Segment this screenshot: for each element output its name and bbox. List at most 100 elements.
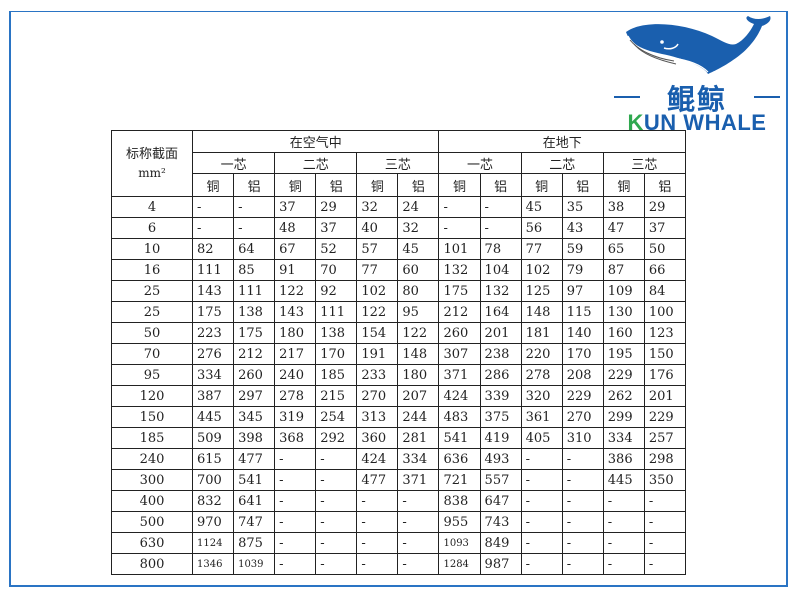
ampacity-cell: - <box>561 448 604 470</box>
ampacity-cell: - <box>561 511 604 533</box>
metal-header: 铝 <box>643 173 687 197</box>
cross-section-cell: 300 <box>111 469 193 491</box>
ampacity-cell: 37 <box>643 217 687 239</box>
ampacity-cell: 150 <box>643 343 687 365</box>
ampacity-cell: 641 <box>233 490 276 512</box>
ampacity-cell: 59 <box>561 238 604 260</box>
ampacity-cell: 419 <box>479 427 522 449</box>
ampacity-cell: 849 <box>479 532 522 554</box>
ampacity-cell: 100 <box>643 301 687 323</box>
ampacity-cell: 493 <box>479 448 522 470</box>
ampacity-cell: 122 <box>356 301 399 323</box>
ampacity-cell: - <box>397 553 440 575</box>
cross-section-cell: 95 <box>111 364 193 386</box>
ampacity-cell: 310 <box>561 427 604 449</box>
ampacity-cell: 334 <box>602 427 645 449</box>
ampacity-cell: - <box>643 490 687 512</box>
ampacity-cell: 334 <box>191 364 235 386</box>
ampacity-cell: - <box>397 532 440 554</box>
ampacity-cell: 700 <box>191 469 235 491</box>
ampacity-cell: 170 <box>561 343 604 365</box>
ampacity-cell: - <box>274 511 317 533</box>
logo-chinese-text: 鲲鲸 <box>666 83 727 116</box>
ampacity-cell: - <box>315 448 358 470</box>
ampacity-cell: 97 <box>561 280 604 302</box>
ampacity-cell: 45 <box>397 238 440 260</box>
ampacity-cell: 339 <box>479 385 522 407</box>
ampacity-cell: 191 <box>356 343 399 365</box>
ampacity-cell: 104 <box>479 259 522 281</box>
ampacity-cell: 424 <box>438 385 481 407</box>
metal-header: 铜 <box>438 173 481 197</box>
ampacity-cell: 297 <box>233 385 276 407</box>
ampacity-cell: 56 <box>520 217 563 239</box>
ampacity-cell: - <box>274 553 317 575</box>
logo-k: K <box>627 110 644 135</box>
ampacity-cell: 87 <box>602 259 645 281</box>
ampacity-cell: - <box>479 196 522 218</box>
kun-whale-logo: 鲲鲸 KUN WHALE <box>612 14 782 135</box>
ampacity-cell: - <box>479 217 522 239</box>
ampacity-cell: 270 <box>561 406 604 428</box>
ampacity-cell: 122 <box>274 280 317 302</box>
ampacity-cell: 91 <box>274 259 317 281</box>
ampacity-cell: 143 <box>191 280 235 302</box>
cross-section-cell: 4 <box>111 196 193 218</box>
cross-section-cell: 10 <box>111 238 193 260</box>
table-row: 630 1124 875- - - -1093 849- - - - <box>111 532 687 554</box>
ampacity-cell: 368 <box>274 427 317 449</box>
ampacity-cell: 195 <box>602 343 645 365</box>
ampacity-cell: - <box>561 553 604 575</box>
ampacity-cell: 79 <box>561 259 604 281</box>
ampacity-cell: 215 <box>315 385 358 407</box>
ampacity-cell: 175 <box>191 301 235 323</box>
ampacity-cell: 180 <box>274 322 317 344</box>
core-header: 一芯 <box>438 152 522 174</box>
cross-section-cell: 185 <box>111 427 193 449</box>
ampacity-cell: - <box>356 511 399 533</box>
ampacity-cell: 148 <box>520 301 563 323</box>
ampacity-cell: 217 <box>274 343 317 365</box>
ampacity-cell: 170 <box>315 343 358 365</box>
ampacity-cell: 220 <box>520 343 563 365</box>
ampacity-cell: 361 <box>520 406 563 428</box>
logo-line-right <box>754 96 780 98</box>
logo-english-text: KUN WHALE <box>612 110 782 136</box>
cross-section-cell: 25 <box>111 301 193 323</box>
ampacity-cell: - <box>561 532 604 554</box>
ampacity-cell: 130 <box>602 301 645 323</box>
ampacity-cell: 270 <box>356 385 399 407</box>
ampacity-cell: 47 <box>602 217 645 239</box>
ampacity-cell: 229 <box>643 406 687 428</box>
ampacity-cell: 80 <box>397 280 440 302</box>
ampacity-cell: 181 <box>520 322 563 344</box>
table-row: 6- -48 37 40 32- -56 43 47 37 <box>111 217 687 239</box>
ampacity-cell: 254 <box>315 406 358 428</box>
core-header: 三芯 <box>356 152 440 174</box>
table-row: 25 175 138 143 111 122 95 212 164 148 115 130 100 <box>111 301 687 323</box>
ampacity-cell: 123 <box>643 322 687 344</box>
ampacity-cell: 154 <box>356 322 399 344</box>
ampacity-cell: 102 <box>520 259 563 281</box>
table-row: 185 509 398 368 292 360 281 541 419 405 310 334 257 <box>111 427 687 449</box>
ampacity-cell: 43 <box>561 217 604 239</box>
ampacity-cell: 229 <box>602 364 645 386</box>
ampacity-cell: 615 <box>191 448 235 470</box>
ampacity-cell: 987 <box>479 553 522 575</box>
ampacity-cell: 747 <box>233 511 276 533</box>
ampacity-cell: 278 <box>274 385 317 407</box>
ampacity-cell: 229 <box>561 385 604 407</box>
cross-section-cell: 150 <box>111 406 193 428</box>
ampacity-cell: 84 <box>643 280 687 302</box>
ampacity-cell: 743 <box>479 511 522 533</box>
ampacity-cell: 70 <box>315 259 358 281</box>
ampacity-cell: 40 <box>356 217 399 239</box>
ampacity-cell: 477 <box>233 448 276 470</box>
ampacity-cell: 371 <box>438 364 481 386</box>
metal-header: 铝 <box>479 173 522 197</box>
ampacity-cell: 360 <box>356 427 399 449</box>
ampacity-cell: 50 <box>643 238 687 260</box>
metal-header: 铝 <box>397 173 440 197</box>
ampacity-cell: 509 <box>191 427 235 449</box>
table-row: 120 387 297 278 215 270 207 424 339 320 229 262 201 <box>111 385 687 407</box>
